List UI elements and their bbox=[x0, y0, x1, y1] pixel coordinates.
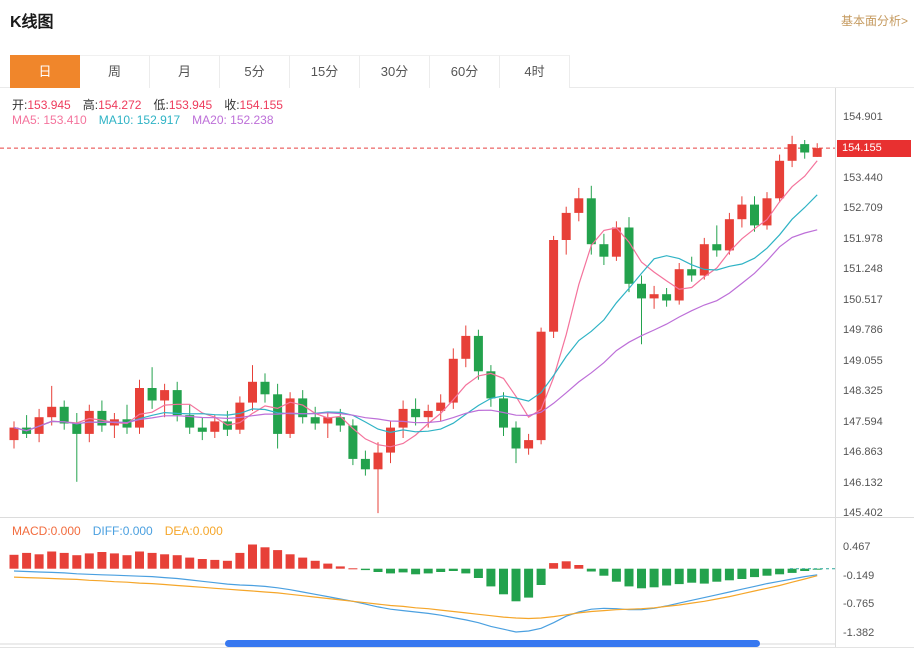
price-axis-label: 146.132 bbox=[843, 476, 883, 489]
price-axis-label: 146.863 bbox=[843, 446, 883, 459]
price-axis-label: 152.709 bbox=[843, 202, 883, 215]
price-axis: 154.901 153.440 152.709 151.978 151.248 150.5… bbox=[836, 88, 914, 519]
macd-info-row: MACD:0.000 DIFF:0.000 DEA:0.000 bbox=[12, 524, 235, 538]
current-price-tag: 154.155 bbox=[837, 139, 911, 157]
macd-axis-label: -0.149 bbox=[843, 569, 875, 582]
ma-info-row: MA5: 153.410 MA10: 152.917 MA20: 152.238 bbox=[12, 113, 286, 127]
tab-5min[interactable]: 5分 bbox=[220, 55, 290, 88]
ohlc-info-row: 开:153.945 高:154.272 低:153.945 收:154.155 bbox=[12, 96, 295, 113]
macd-dea: DEA:0.000 bbox=[164, 524, 223, 538]
interval-tab-bar: 日周月 5分 15分 30分 60分 4时 bbox=[0, 55, 914, 88]
price-axis-label: 148.325 bbox=[843, 385, 883, 398]
price-axis-divider bbox=[835, 88, 836, 647]
ohlc-close: 收:154.155 bbox=[224, 98, 283, 112]
price-axis-label: 149.786 bbox=[843, 324, 883, 337]
price-axis-label: 145.402 bbox=[843, 507, 883, 519]
price-axis-label: 153.440 bbox=[843, 171, 883, 184]
price-axis-label: 149.055 bbox=[843, 354, 883, 367]
price-axis-label: 151.978 bbox=[843, 232, 883, 245]
tab-4hour[interactable]: 4时 bbox=[500, 55, 570, 88]
tab-60min[interactable]: 60分 bbox=[430, 55, 500, 88]
price-axis-label: 151.248 bbox=[843, 263, 883, 276]
tab-month[interactable]: 月 bbox=[150, 55, 220, 88]
price-axis-label: 150.517 bbox=[843, 293, 883, 306]
candlestick-chart[interactable] bbox=[0, 88, 835, 518]
tab-week[interactable]: 周 bbox=[80, 55, 150, 88]
ohlc-low: 低:153.945 bbox=[153, 98, 213, 112]
macd-macd: MACD:0.000 bbox=[12, 524, 81, 538]
macd-chart[interactable] bbox=[0, 518, 835, 647]
price-axis-label: 154.901 bbox=[843, 111, 883, 123]
tab-15min[interactable]: 15分 bbox=[290, 55, 360, 88]
ohlc-open: 开:153.945 bbox=[12, 98, 71, 112]
macd-diff: DIFF:0.000 bbox=[92, 524, 153, 538]
ma-ma10: MA10: 152.917 bbox=[98, 113, 181, 127]
ma-ma20: MA20: 152.238 bbox=[192, 113, 274, 127]
fundamental-analysis-link[interactable]: 基本面分析> bbox=[840, 14, 908, 28]
scrollbar-thumb[interactable] bbox=[225, 640, 760, 647]
macd-axis: 0.467 -0.149 -0.765 -1.382 bbox=[836, 518, 914, 645]
macd-axis-label: -0.765 bbox=[843, 598, 875, 611]
tab-30min[interactable]: 30分 bbox=[360, 55, 430, 88]
ma-ma5: MA5: 153.410 bbox=[12, 113, 87, 127]
page-title: K线图 bbox=[10, 14, 54, 31]
macd-axis-label: -1.382 bbox=[843, 627, 875, 639]
macd-axis-label: 0.467 bbox=[843, 541, 871, 553]
price-axis-label: 147.594 bbox=[843, 415, 883, 428]
tab-day[interactable]: 日 bbox=[10, 55, 80, 88]
bottom-border bbox=[0, 647, 914, 648]
ohlc-high: 高:154.272 bbox=[82, 98, 142, 112]
panel-divider bbox=[0, 517, 914, 518]
chart-scrollbar[interactable] bbox=[0, 639, 835, 649]
